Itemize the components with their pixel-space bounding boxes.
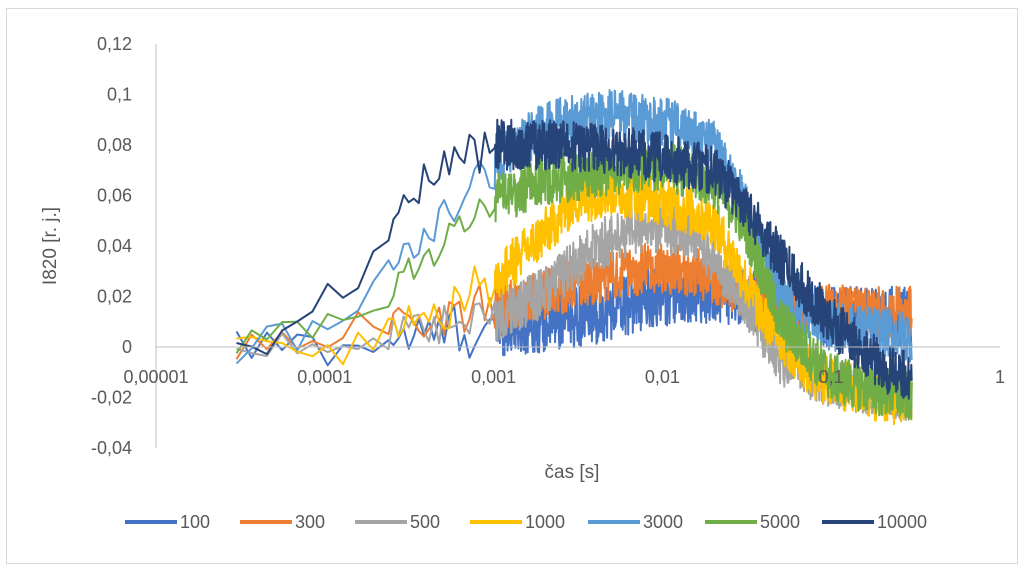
x-tick-label: 0,0001 bbox=[297, 367, 352, 387]
axes-layer bbox=[155, 44, 1000, 448]
y-tick-label: -0,02 bbox=[91, 388, 132, 408]
tick-labels: 0,12 0,1 0,08 0,06 0,04 0,02 0 -0,02 -0,04 0,0000… bbox=[91, 34, 1005, 458]
legend-label-5000: 5000 bbox=[760, 512, 800, 532]
y-tick-label: 0,06 bbox=[97, 186, 132, 206]
x-tick-label: 1 bbox=[995, 367, 1005, 387]
y-tick-label: 0,02 bbox=[97, 287, 132, 307]
x-tick-label: 0,00001 bbox=[123, 367, 188, 387]
series-line-1000 bbox=[236, 164, 913, 426]
legend-label-500: 500 bbox=[410, 512, 440, 532]
legend-label-100: 100 bbox=[180, 512, 210, 532]
legend-label-10000: 10000 bbox=[877, 512, 927, 532]
y-tick-label: 0,08 bbox=[97, 135, 132, 155]
y-tick-label: -0,04 bbox=[91, 438, 132, 458]
y-axis-title: I820 [r. j.] bbox=[40, 207, 61, 285]
series-line-300 bbox=[235, 242, 913, 360]
y-tick-label: 0 bbox=[122, 337, 132, 357]
x-tick-label: 0,01 bbox=[645, 367, 680, 387]
chart-area bbox=[6, 8, 1018, 564]
x-tick-label: 0,001 bbox=[471, 367, 516, 387]
series-line-5000 bbox=[235, 141, 913, 421]
x-tick-label: 0,1 bbox=[819, 367, 844, 387]
x-axis-title: čas [s] bbox=[545, 462, 600, 483]
legend-label-3000: 3000 bbox=[643, 512, 683, 532]
legend: 100 300 500 1000 3000 5000 10000 bbox=[125, 512, 927, 532]
y-tick-label: 0,04 bbox=[97, 236, 132, 256]
legend-label-1000: 1000 bbox=[525, 512, 565, 532]
y-tick-label: 0,12 bbox=[97, 34, 132, 54]
legend-label-300: 300 bbox=[295, 512, 325, 532]
y-tick-label: 0,1 bbox=[107, 85, 132, 105]
